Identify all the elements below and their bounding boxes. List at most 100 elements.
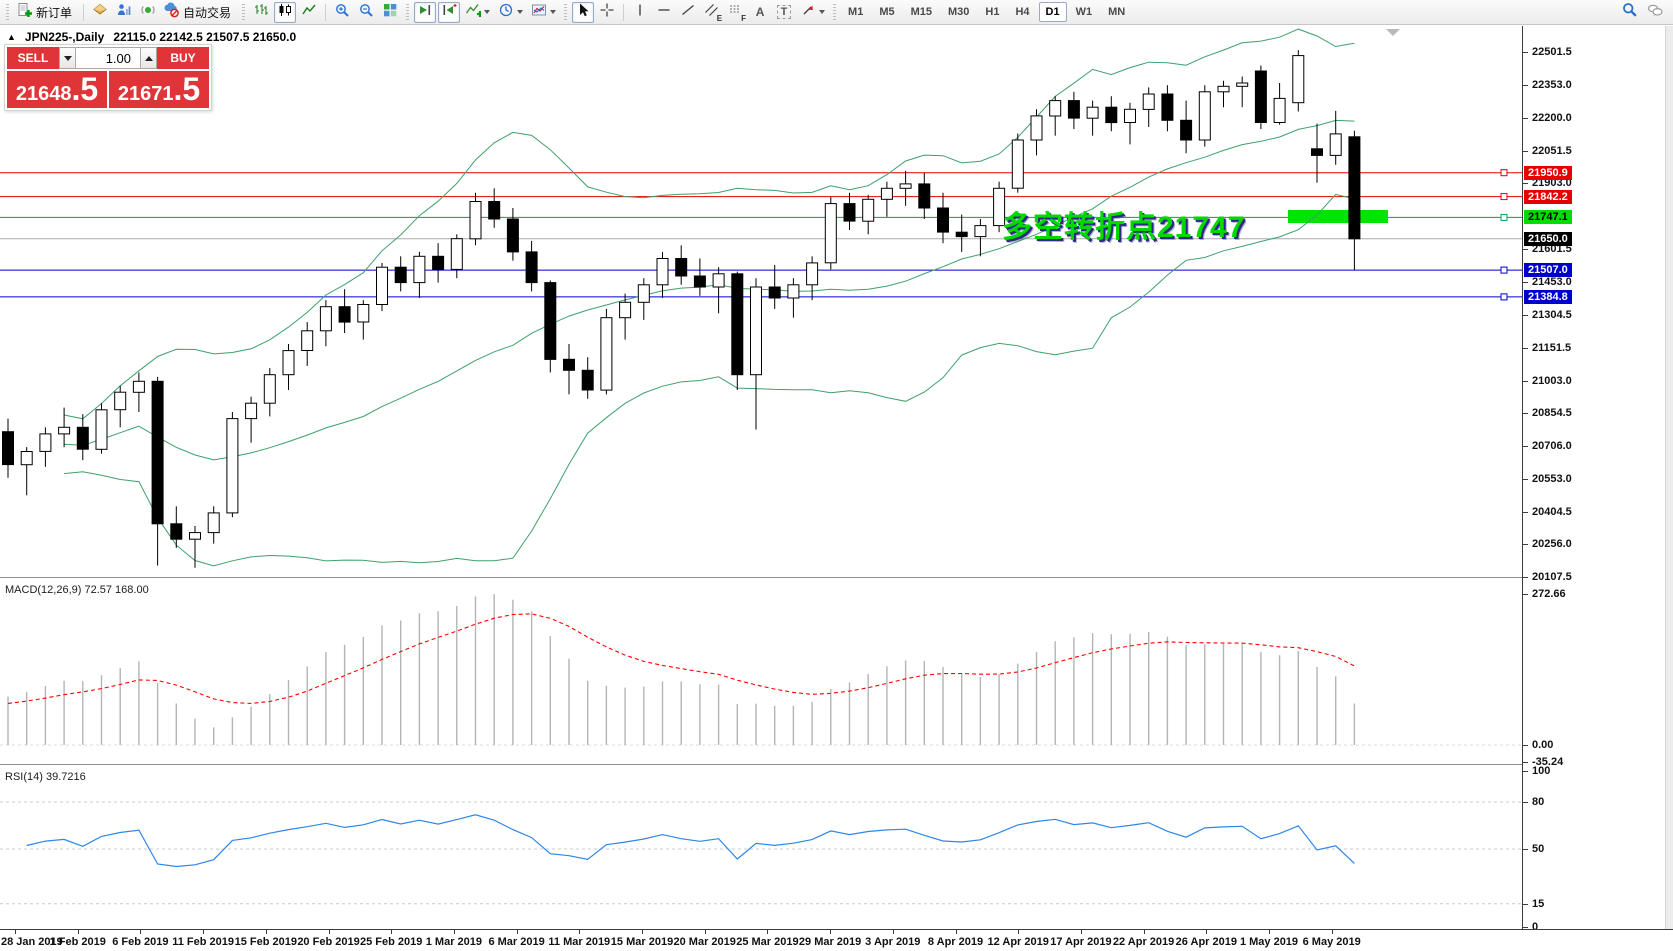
line-chart-button[interactable] <box>298 2 320 23</box>
templates-button[interactable] <box>528 2 559 23</box>
axis-tick <box>1523 249 1528 251</box>
new-order-button[interactable]: 新订单 <box>14 2 78 23</box>
fibonacci-button[interactable]: F <box>725 2 747 23</box>
timeframe-button-d1[interactable]: D1 <box>1038 2 1067 22</box>
buy-button[interactable]: BUY <box>157 47 209 69</box>
line-endpoint-marker <box>1500 169 1508 177</box>
candle-body <box>544 282 557 360</box>
price-tick-label: 20553.0 <box>1532 473 1572 486</box>
candle-body <box>170 523 183 540</box>
text-label-button[interactable]: T <box>773 2 795 23</box>
timeframe-button-h1[interactable]: H1 <box>985 6 1000 18</box>
candle-body <box>394 266 407 284</box>
level-price-label: 21384.8 <box>1524 289 1572 304</box>
sell-price[interactable]: 21648 .5 <box>7 71 107 108</box>
timeframe-button-h4[interactable]: H4 <box>1015 6 1030 18</box>
timeframe-button-m5[interactable]: M5 <box>879 6 895 18</box>
sell-button[interactable]: SELL <box>7 47 59 69</box>
candle-body <box>357 304 370 323</box>
volume-increase-button[interactable] <box>140 47 157 69</box>
candle-body <box>880 187 893 200</box>
date-label: 3 Apr 2019 <box>865 936 921 948</box>
macd-histogram <box>7 594 1356 745</box>
search-button[interactable] <box>1618 2 1641 23</box>
axis-tick <box>1523 801 1528 803</box>
autoscroll-icon <box>417 2 433 23</box>
macd-pane[interactable] <box>0 581 1522 765</box>
toolbar-grip[interactable] <box>564 4 568 20</box>
buy-price-fraction: .5 <box>173 71 201 107</box>
time-axis[interactable]: 28 Jan 2019 1 Feb 2019 6 Feb 2019 11 Feb 20… <box>0 929 1673 951</box>
date-label: 20 Mar 2019 <box>673 936 736 948</box>
zoom-out-button[interactable] <box>355 2 377 23</box>
vertical-line-button[interactable] <box>629 2 651 23</box>
timeframe-button-mn[interactable]: MN <box>1108 6 1126 18</box>
date-label: 25 Mar 2019 <box>736 936 799 948</box>
candlestick-chart-button[interactable] <box>274 1 297 23</box>
toolbar-grip[interactable] <box>406 4 410 20</box>
volume-input[interactable] <box>76 47 140 69</box>
autoscroll-button[interactable] <box>414 1 437 23</box>
price-tick-label: 21304.5 <box>1532 308 1572 321</box>
timeframe-button-m15[interactable]: M15 <box>910 6 932 18</box>
tile-windows-button[interactable] <box>379 2 401 23</box>
zoom-in-button[interactable] <box>331 2 353 23</box>
rsi-pane[interactable] <box>0 768 1522 928</box>
candle-body <box>319 306 332 332</box>
candle-body <box>2 431 14 466</box>
equidistant-channel-button[interactable]: E <box>701 2 723 23</box>
chart-shift-button[interactable] <box>438 1 461 23</box>
candle-body <box>1198 91 1211 141</box>
date-tick <box>1080 930 1082 934</box>
periods-button[interactable] <box>495 2 526 23</box>
trendline-icon <box>680 2 696 23</box>
candle-body <box>469 201 482 240</box>
chart-annotation-text[interactable]: 多空转折点21747 <box>1002 211 1246 244</box>
price-tick-label: 20854.5 <box>1532 407 1572 420</box>
candle-body <box>675 258 688 277</box>
date-label: 11 Feb 2019 <box>172 936 234 948</box>
main-chart-pane[interactable] <box>0 26 1522 578</box>
volume-decrease-button[interactable] <box>59 47 76 69</box>
timeframe-button-m1[interactable]: M1 <box>848 6 864 18</box>
candle-body <box>1030 115 1043 141</box>
cursor-button[interactable] <box>572 1 595 23</box>
candle-body <box>207 512 220 534</box>
timeframe-group: M1 M5 M15 M30 H1 H4 D1 W1 MN <box>840 2 1133 22</box>
arrows-button[interactable] <box>797 2 828 23</box>
date-tick <box>453 930 455 934</box>
price-tick-label: 20706.0 <box>1532 439 1572 452</box>
crosshair-button[interactable] <box>596 2 618 23</box>
toolbar-grip[interactable] <box>833 4 837 20</box>
axis-tick <box>1523 281 1528 283</box>
price-tick-label: 22200.0 <box>1532 112 1572 125</box>
tile-windows-icon <box>382 2 398 23</box>
bar-chart-button[interactable] <box>250 2 272 23</box>
indicators-button[interactable] <box>462 2 493 23</box>
axis-tick <box>1523 314 1528 316</box>
toolbar-grip[interactable] <box>6 4 9 20</box>
timeframe-button-m30[interactable]: M30 <box>948 6 970 18</box>
one-click-collapse-icon[interactable]: ▲ <box>7 32 16 42</box>
price-tick-label: 21601.5 <box>1532 243 1572 256</box>
price-tick-label: 22353.0 <box>1532 78 1572 91</box>
candle-body <box>600 317 613 391</box>
price-axis[interactable]: 22501.5 22353.0 22200.0 22051.5 21903.0 21601… <box>1522 26 1665 933</box>
text-button[interactable]: A <box>749 2 771 23</box>
date-tick <box>579 930 581 934</box>
profile-button[interactable] <box>89 2 111 23</box>
horizontal-line-button[interactable] <box>653 2 675 23</box>
axis-tick <box>1523 479 1528 481</box>
candle-body <box>955 231 968 238</box>
signals-button[interactable] <box>137 2 159 23</box>
date-tick <box>1331 930 1333 934</box>
autotrading-button[interactable]: 自动交易 <box>161 2 237 23</box>
price-tick-label: 22501.5 <box>1532 46 1572 58</box>
strategy-tester-button[interactable] <box>113 2 135 23</box>
window-edge-strip <box>1665 26 1673 951</box>
trendline-button[interactable] <box>677 2 699 23</box>
timeframe-button-w1[interactable]: W1 <box>1075 6 1093 18</box>
chat-button[interactable] <box>1643 2 1667 23</box>
buy-price[interactable]: 21671 .5 <box>109 71 209 108</box>
toolbar-grip[interactable] <box>242 4 246 20</box>
